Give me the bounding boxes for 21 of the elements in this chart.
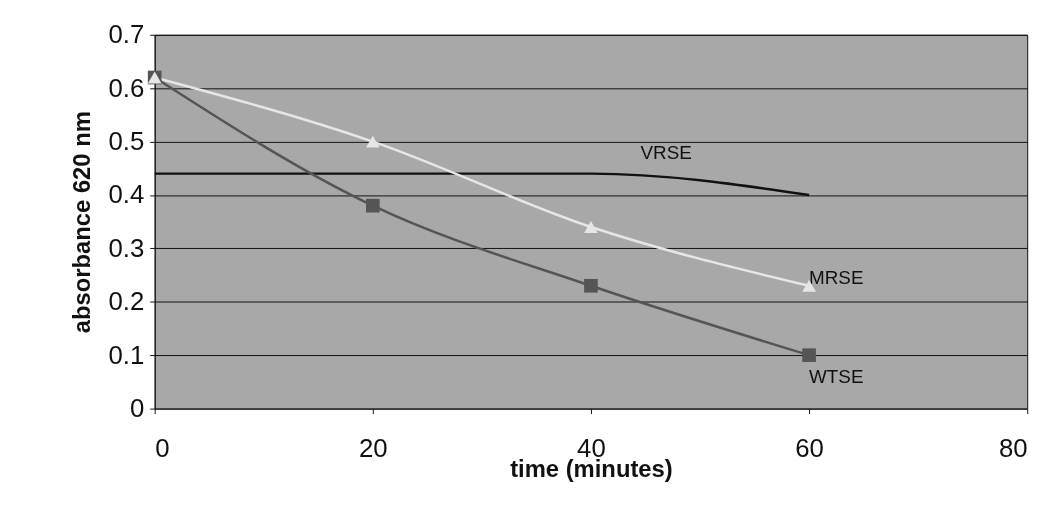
point (365, 198, 380, 213)
y-tick-label: 0.5 (108, 127, 145, 156)
point (802, 348, 816, 363)
y-tick-label: 0.6 (108, 73, 145, 102)
y-tick-label: 0.1 (108, 340, 145, 369)
y-tick-label: 0.3 (108, 233, 145, 262)
y-tick-label: 0.2 (108, 287, 145, 316)
y-axis-title: absorbance 620 nm (67, 111, 95, 334)
x-tick-label: 80 (999, 433, 1028, 462)
series-label: MRSE (809, 266, 864, 288)
point (365, 135, 380, 148)
y-tick-label: 0.7 (108, 20, 145, 49)
series-label: VRSE (640, 142, 692, 164)
x-tick-label: 0 (155, 433, 170, 462)
x-tick-label: 20 (358, 433, 388, 462)
x-tick-label: 60 (795, 433, 824, 462)
y-tick-label: 0.4 (108, 180, 145, 209)
point (584, 221, 598, 233)
point (584, 278, 598, 293)
series-label: WTSE (809, 365, 864, 387)
y-tick-label: 0 (129, 394, 145, 423)
